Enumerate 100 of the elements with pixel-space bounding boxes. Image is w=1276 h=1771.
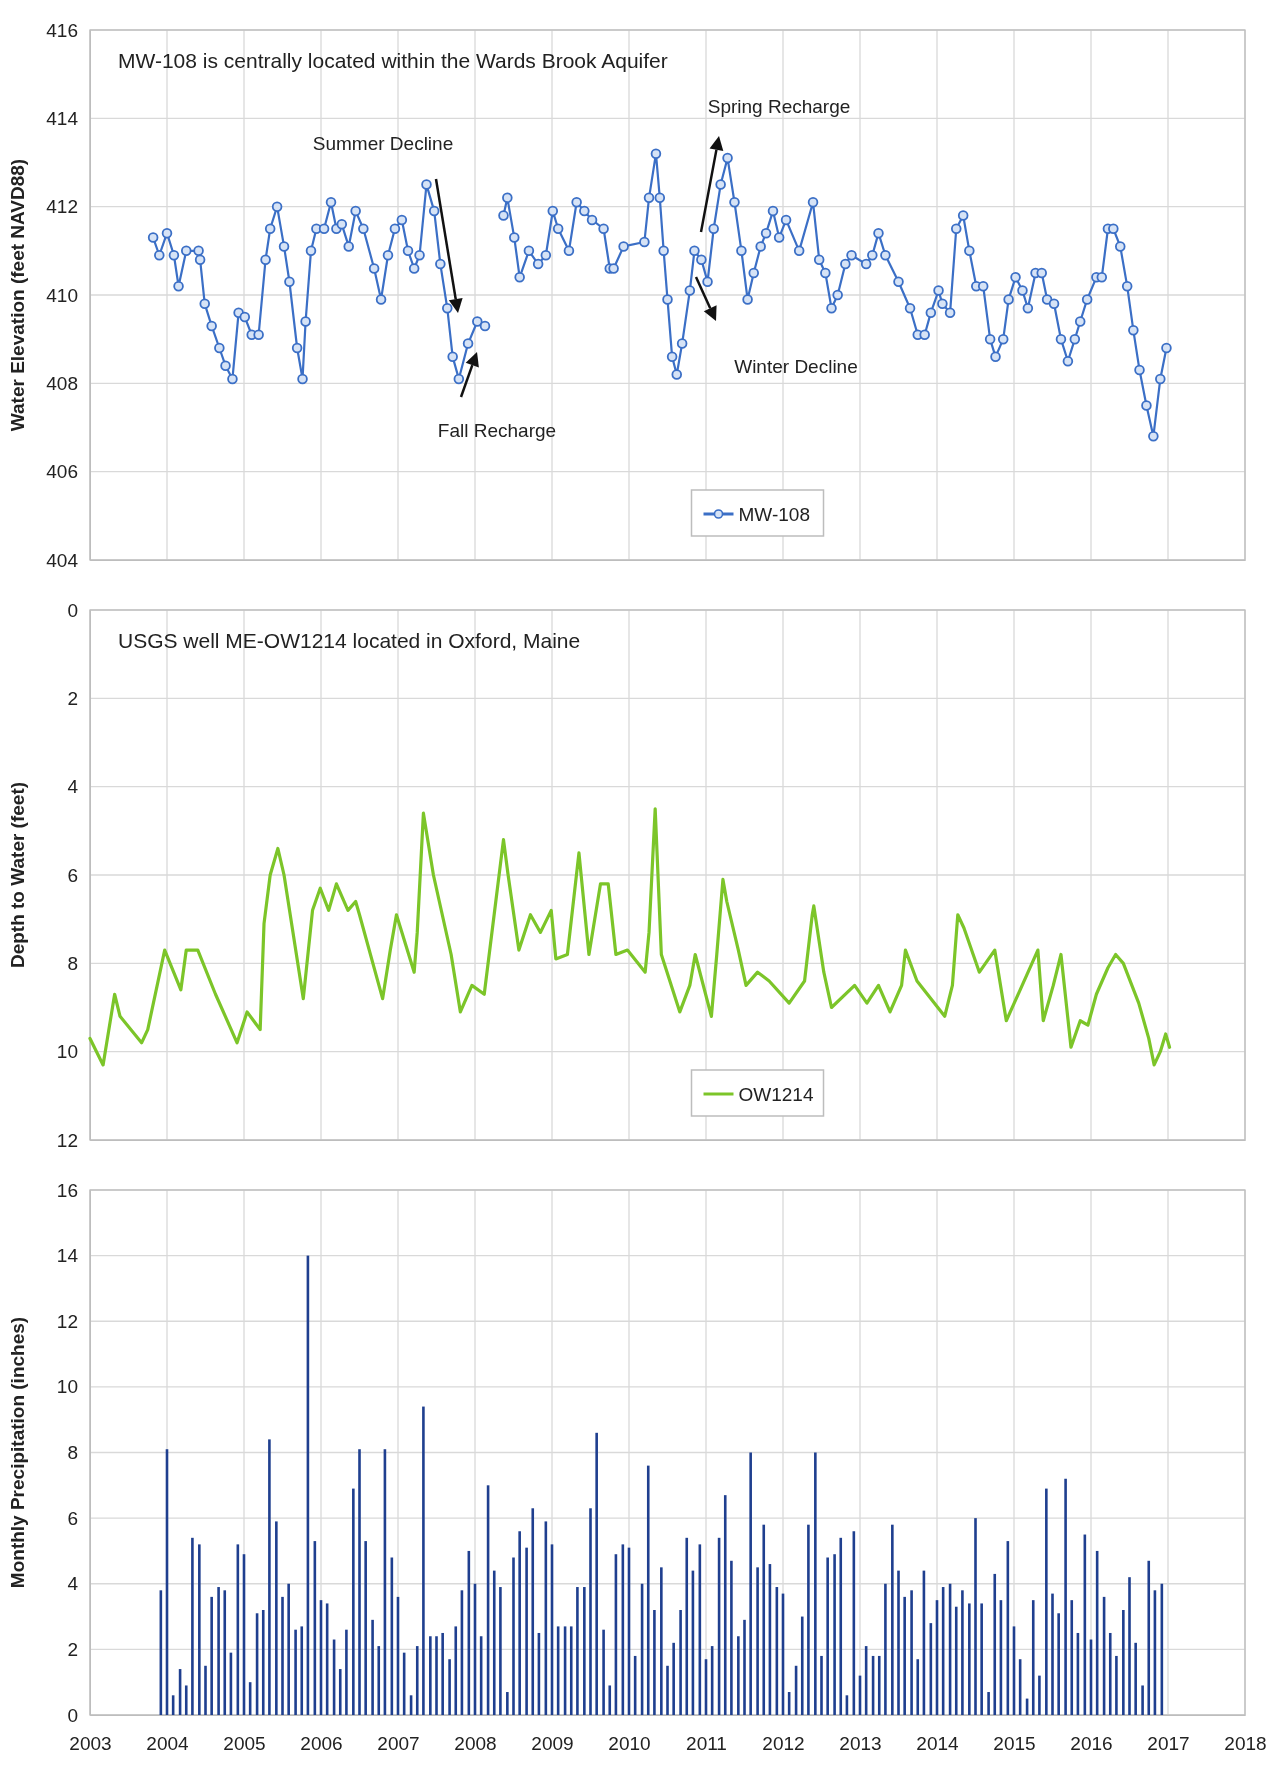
- y-tick-label: 12: [56, 1129, 78, 1151]
- bar: [358, 1449, 361, 1715]
- bar: [916, 1659, 920, 1715]
- bar: [352, 1488, 355, 1715]
- bar: [281, 1596, 284, 1716]
- y-tick-label: 0: [67, 599, 78, 621]
- bar: [954, 1606, 958, 1715]
- bar: [268, 1439, 271, 1716]
- y-axis-title: Depth to Water (feet): [7, 781, 28, 969]
- x-tick-label: 2018: [1224, 1733, 1267, 1755]
- bar: [646, 1465, 650, 1715]
- text: USGS well ME-OW1214 located in Oxford, Maine: [118, 629, 581, 652]
- bar: [672, 1642, 675, 1715]
- bar: [1064, 1478, 1067, 1715]
- bar: [749, 1452, 752, 1715]
- y-tick-label: 406: [46, 461, 78, 483]
- x-tick-label: 2004: [146, 1733, 190, 1755]
- bar: [261, 1610, 265, 1715]
- bar: [884, 1583, 887, 1715]
- bar: [891, 1524, 894, 1715]
- bar: [839, 1537, 843, 1715]
- annotation: Summer Decline: [312, 133, 454, 154]
- y-tick-label: 0: [67, 1704, 78, 1726]
- bar: [448, 1659, 451, 1715]
- x-tick-label: 2008: [454, 1733, 497, 1755]
- bar: [204, 1665, 207, 1715]
- bar: [993, 1573, 997, 1715]
- bar: [377, 1646, 381, 1715]
- bar: [737, 1636, 740, 1715]
- bar: [723, 1495, 727, 1715]
- bar: [1045, 1488, 1048, 1715]
- y-tick-label: 14: [56, 1245, 79, 1267]
- bar: [743, 1619, 746, 1715]
- y-tick-label: 408: [46, 372, 78, 394]
- y-tick-label: 8: [67, 952, 78, 974]
- y-tick-label: 414: [46, 107, 79, 129]
- bar: [685, 1537, 689, 1715]
- bar: [903, 1596, 906, 1716]
- y-tick-label: 8: [67, 1442, 78, 1464]
- y-tick-label: 6: [67, 1507, 78, 1529]
- x-tick-label: 2016: [1070, 1733, 1113, 1755]
- bar: [1141, 1685, 1144, 1715]
- x-tick-label: 2011: [686, 1733, 727, 1755]
- bar: [800, 1616, 804, 1715]
- bar: [499, 1587, 502, 1715]
- bar: [525, 1547, 528, 1715]
- bar: [961, 1590, 964, 1715]
- bar: [968, 1603, 971, 1715]
- y-tick-label: 10: [56, 1376, 78, 1398]
- bar: [666, 1665, 669, 1715]
- x-tick-label: 2012: [762, 1733, 805, 1755]
- bar: [1115, 1655, 1118, 1715]
- y-tick-label: 4: [67, 776, 79, 798]
- x-tick-label: 2014: [916, 1733, 960, 1755]
- bar: [435, 1636, 438, 1715]
- text: MW-108 is centrally located within the Wards Brook Aquifer: [118, 49, 668, 72]
- bar: [1134, 1642, 1137, 1715]
- bar: [422, 1406, 425, 1715]
- bar: [608, 1685, 612, 1715]
- y-tick-label: 6: [67, 864, 78, 886]
- bar: [338, 1669, 342, 1715]
- y-tick-label: 412: [46, 196, 78, 218]
- annotation: Spring Recharge: [707, 96, 851, 117]
- y-tick-label: 416: [46, 19, 78, 41]
- x-tick-label: 2010: [608, 1733, 651, 1755]
- y-tick-label: 16: [56, 1179, 78, 1201]
- y-tick-label: 10: [56, 1041, 78, 1063]
- bar: [897, 1570, 900, 1715]
- bar: [294, 1629, 297, 1715]
- bar: [877, 1655, 881, 1715]
- bar: [1070, 1600, 1074, 1715]
- bar: [415, 1646, 419, 1715]
- bar: [300, 1626, 304, 1715]
- x-tick-label: 2007: [377, 1733, 420, 1755]
- bar: [506, 1692, 509, 1715]
- x-tick-label: 2005: [223, 1733, 266, 1755]
- bar: [602, 1629, 605, 1715]
- bar: [371, 1619, 374, 1715]
- bar: [184, 1685, 188, 1715]
- bar: [987, 1692, 990, 1715]
- bar: [1051, 1593, 1054, 1715]
- x-tick-label: 2006: [300, 1733, 343, 1755]
- legend-label: OW1214: [738, 1084, 814, 1105]
- bar: [660, 1567, 663, 1715]
- bar: [653, 1610, 656, 1715]
- bar: [531, 1508, 535, 1715]
- x-tick-label: 2013: [839, 1733, 882, 1755]
- bar: [974, 1518, 977, 1715]
- bar: [429, 1636, 432, 1715]
- x-tick-label: 2009: [531, 1733, 574, 1755]
- x-tick-label: 2017: [1147, 1733, 1190, 1755]
- bar: [1057, 1613, 1060, 1715]
- bar: [1128, 1577, 1131, 1715]
- bar: [679, 1610, 682, 1715]
- bar: [518, 1531, 521, 1715]
- bar: [1147, 1560, 1151, 1715]
- bar: [583, 1587, 586, 1715]
- bar: [1038, 1675, 1041, 1715]
- annotation: Winter Decline: [734, 356, 858, 377]
- bar: [512, 1557, 515, 1715]
